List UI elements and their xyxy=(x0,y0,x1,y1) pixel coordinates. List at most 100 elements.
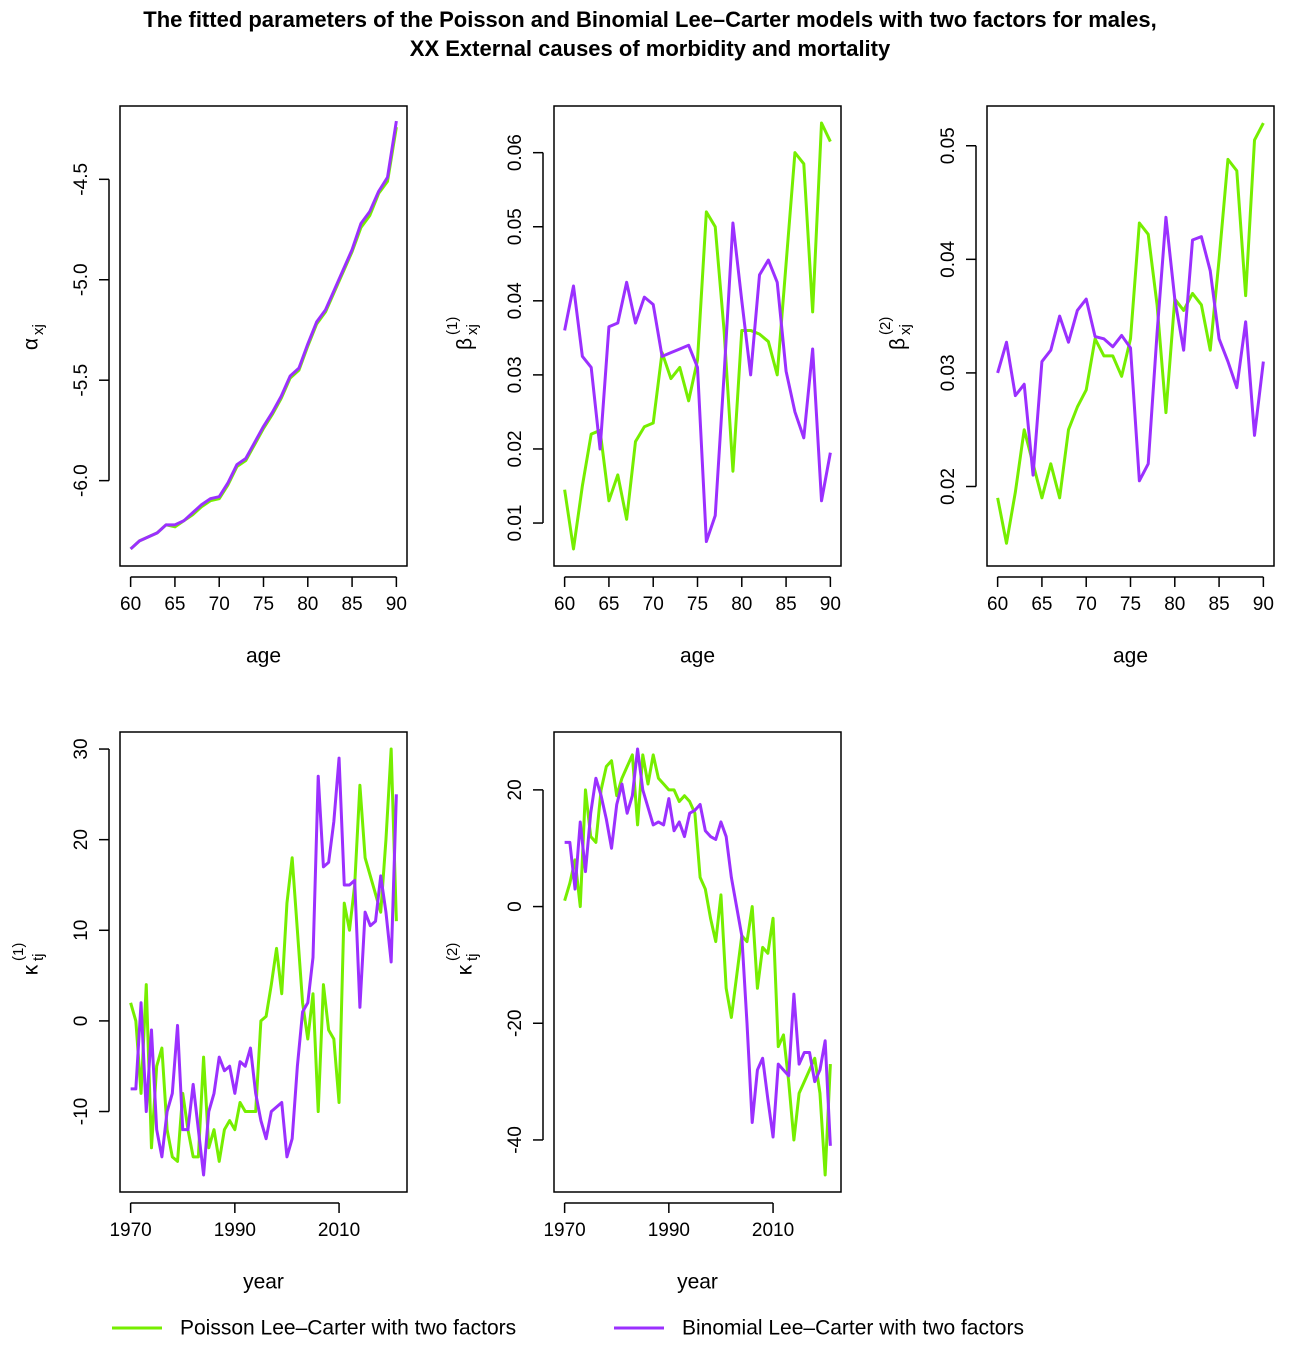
y-tick-label: 10 xyxy=(71,920,92,941)
y-axis-label-symbol: β xyxy=(887,338,910,350)
x-axis-label: age xyxy=(1113,645,1148,668)
data-layer xyxy=(563,747,832,1177)
y-tick-label: -4.5 xyxy=(71,163,92,196)
x-tick-label: 85 xyxy=(776,594,797,615)
x-tick-label: 75 xyxy=(687,594,708,615)
y-tick-label: 20 xyxy=(505,779,526,800)
series-line xyxy=(129,747,398,1163)
series-line xyxy=(563,221,832,544)
x-axis-label: year xyxy=(243,1271,284,1294)
series-line xyxy=(563,753,832,1177)
y-tick-label: 0 xyxy=(71,1016,92,1027)
panel: 1970 1990 2010 -10 0 10 20 30 year κ tj(1) xyxy=(10,731,408,1294)
y-tick-label: 0.04 xyxy=(938,240,959,277)
x-tick-label: 65 xyxy=(1031,594,1052,615)
x-tick-label: 60 xyxy=(554,594,575,615)
legend-label: Binomial Lee–Carter with two factors xyxy=(682,1317,1024,1340)
y-tick-label: 0.02 xyxy=(938,468,959,505)
x-tick-label: 1970 xyxy=(543,1220,585,1241)
panel: 60 65 70 75 80 85 90 -6.0 -5.5 -5.0 -4.5 age α xj xyxy=(20,105,408,668)
panel: 1970 1990 2010 -40 -20 0 20 year κ tj(2) xyxy=(444,731,842,1294)
x-tick-label: 80 xyxy=(297,594,318,615)
x-tick-label: 70 xyxy=(209,594,230,615)
y-tick-label: 0.05 xyxy=(938,127,959,164)
y-tick-label: 0.01 xyxy=(505,505,526,542)
y-tick-label: 0.02 xyxy=(505,430,526,467)
x-tick-label: 80 xyxy=(731,594,752,615)
plot-box xyxy=(553,731,842,1193)
y-tick-label: 30 xyxy=(71,738,92,759)
y-axis-label-subscript: xj xyxy=(30,324,47,335)
y-axis-label-symbol: α xyxy=(20,338,43,350)
y-tick-label: -5.5 xyxy=(71,364,92,397)
y-tick-label: 0.03 xyxy=(505,356,526,393)
y-axis-label-superscript: (2) xyxy=(444,943,461,961)
x-tick-label: 70 xyxy=(643,594,664,615)
x-tick-label: 75 xyxy=(1120,594,1141,615)
x-tick-label: 60 xyxy=(120,594,141,615)
y-axis-label: α xj xyxy=(20,324,47,350)
x-tick-label: 85 xyxy=(342,594,363,615)
y-axis-label-subscript: tj xyxy=(30,954,47,962)
plot-box xyxy=(553,105,842,567)
y-axis-label-subscript: xj xyxy=(464,324,481,335)
y-axis-label-superscript: (2) xyxy=(877,317,894,335)
y-axis-label-subscript: xj xyxy=(897,324,914,335)
y-tick-label: -6.0 xyxy=(71,464,92,497)
y-tick-label: 0.04 xyxy=(505,282,526,319)
y-tick-label: 20 xyxy=(71,829,92,850)
y-tick-label: -5.0 xyxy=(71,263,92,296)
series-line xyxy=(130,756,398,1177)
plot-box xyxy=(986,105,1275,567)
y-axis-label: β xj(2) xyxy=(877,317,914,350)
x-tick-label: 1990 xyxy=(648,1220,690,1241)
x-tick-label: 60 xyxy=(987,594,1008,615)
plot-box xyxy=(119,731,408,1193)
x-tick-label: 90 xyxy=(820,594,841,615)
data-layer xyxy=(129,747,398,1177)
x-tick-label: 1990 xyxy=(214,1220,256,1241)
x-tick-label: 65 xyxy=(164,594,185,615)
x-tick-label: 90 xyxy=(1253,594,1274,615)
x-tick-label: 65 xyxy=(598,594,619,615)
x-tick-label: 75 xyxy=(253,594,274,615)
x-tick-label: 70 xyxy=(1076,594,1097,615)
series-line xyxy=(563,121,832,551)
y-tick-label: -10 xyxy=(71,1098,92,1125)
x-tick-label: 80 xyxy=(1164,594,1185,615)
y-axis-label-symbol: κ xyxy=(454,964,477,975)
legend: Poisson Lee–Carter with two factors Binom… xyxy=(112,1317,1024,1340)
y-tick-label: 0 xyxy=(505,901,526,912)
x-tick-label: 90 xyxy=(386,594,407,615)
data-layer xyxy=(563,121,832,551)
data-layer xyxy=(129,120,398,551)
figure-title: The fitted parameters of the Poisson and… xyxy=(143,7,1156,32)
y-axis-label-symbol: κ xyxy=(20,964,43,975)
legend-label: Poisson Lee–Carter with two factors xyxy=(180,1317,516,1340)
y-tick-label: 0.06 xyxy=(505,134,526,171)
x-axis-label: age xyxy=(246,645,281,668)
series-line xyxy=(129,120,398,551)
y-axis-label-symbol: β xyxy=(454,338,477,350)
series-line xyxy=(996,122,1265,545)
panel: 60 65 70 75 80 85 90 0.01 0.02 0.03 0.04 0.05 0.06 ag… xyxy=(444,105,842,668)
x-axis-label: year xyxy=(677,1271,718,1294)
x-tick-label: 2010 xyxy=(318,1220,360,1241)
y-axis-label-subscript: tj xyxy=(464,954,481,962)
data-layer xyxy=(996,122,1265,545)
y-tick-label: 0.05 xyxy=(505,208,526,245)
y-axis-label-superscript: (1) xyxy=(10,943,27,961)
y-tick-label: -40 xyxy=(505,1126,526,1153)
figure-title: XX External causes of morbidity and mort… xyxy=(410,36,891,61)
panel: 60 65 70 75 80 85 90 0.02 0.03 0.04 0.05 age β xj(2) xyxy=(877,105,1275,668)
y-tick-label: 0.03 xyxy=(938,354,959,391)
plot-box xyxy=(119,105,408,567)
y-axis-label: κ tj(2) xyxy=(444,943,481,976)
x-tick-label: 2010 xyxy=(752,1220,794,1241)
x-axis-label: age xyxy=(680,645,715,668)
x-tick-label: 85 xyxy=(1209,594,1230,615)
y-axis-label: β xj(1) xyxy=(444,317,481,350)
series-line xyxy=(564,747,832,1146)
